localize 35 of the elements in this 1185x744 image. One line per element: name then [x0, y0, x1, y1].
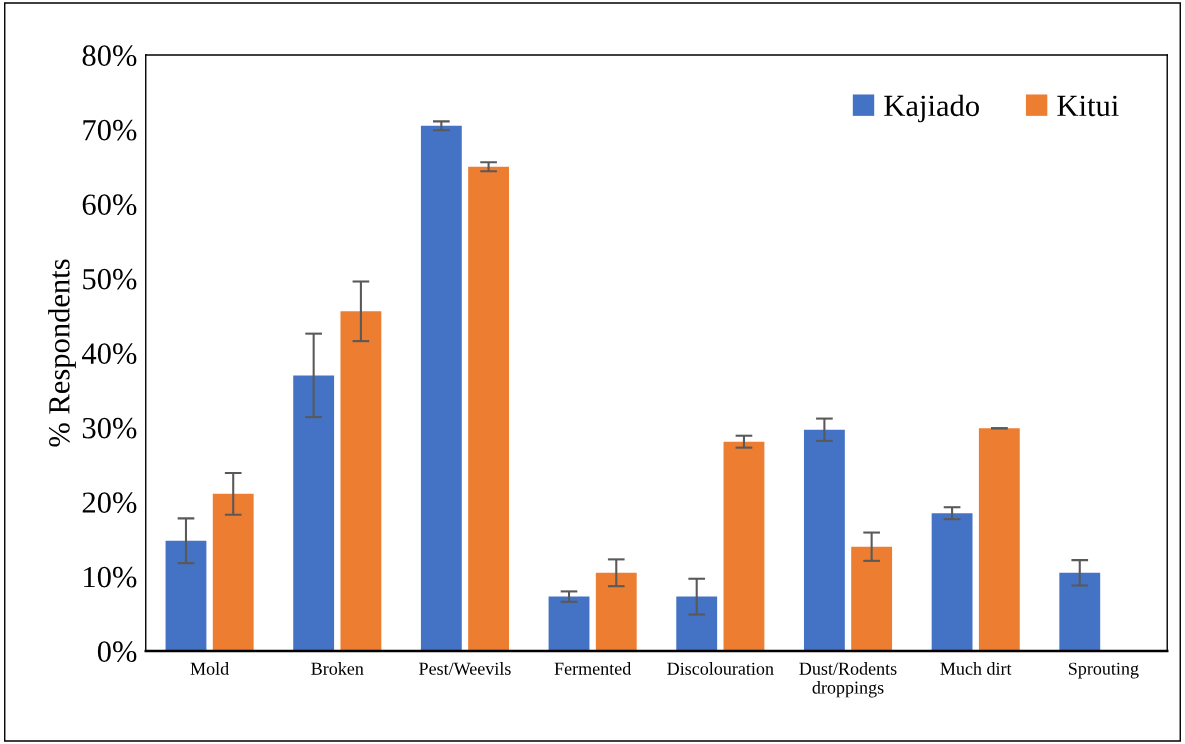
bar [676, 596, 718, 651]
x-tick-label: Dust/Rodents droppings [799, 662, 897, 698]
y-tick-label: 60% [82, 194, 137, 216]
x-tick-label: Sprouting [1068, 662, 1139, 679]
y-tick-label: 70% [83, 119, 137, 141]
x-tick-label: Fermented [554, 662, 632, 675]
bar [851, 546, 893, 651]
bar [978, 428, 1020, 651]
bar [548, 596, 590, 651]
x-tick-label: Much dirt [940, 662, 1012, 675]
x-tick-label: Pest/Weevils [419, 662, 511, 675]
bar [1059, 572, 1101, 651]
bar [420, 125, 462, 651]
y-axis-title: % Respondents [48, 259, 76, 447]
bar [165, 540, 207, 651]
bar [803, 429, 845, 651]
x-tick-label: Broken [311, 662, 364, 675]
legend-label: Kitui [1057, 95, 1119, 117]
bar [293, 375, 335, 651]
bar [931, 513, 973, 651]
bar [212, 493, 254, 651]
bar [595, 572, 637, 651]
y-tick-label: 40% [82, 343, 137, 365]
y-tick-label: 50% [83, 268, 137, 290]
x-tick-label: Discolouration [667, 662, 774, 675]
bar [723, 441, 765, 651]
y-tick-label: 0% [97, 641, 137, 662]
x-tick-label: Mold [190, 662, 229, 675]
bar [340, 311, 382, 651]
y-tick-label: 10% [84, 566, 137, 588]
y-tick-label: 30% [82, 417, 137, 439]
legend-label: Kajiado [884, 94, 979, 123]
bar [468, 166, 510, 651]
y-tick-label: 20% [82, 492, 137, 514]
y-tick-label: 80% [82, 45, 137, 67]
